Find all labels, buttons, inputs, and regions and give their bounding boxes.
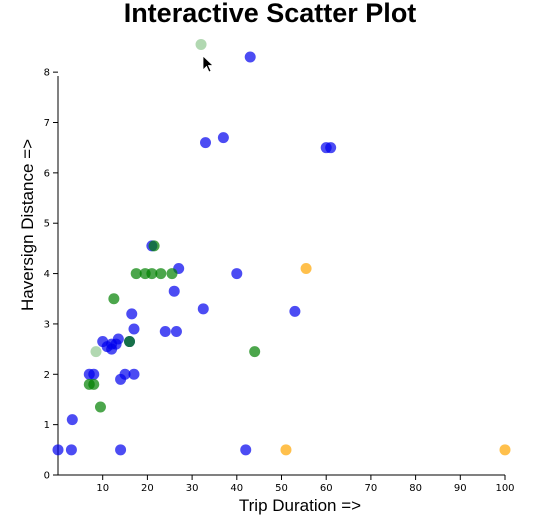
x-tick-label: 30 [186, 483, 199, 494]
data-point[interactable] [249, 346, 261, 358]
data-point[interactable] [231, 268, 243, 280]
y-tick-label: 7 [44, 118, 50, 129]
data-point[interactable] [289, 305, 301, 317]
data-point[interactable] [146, 268, 158, 280]
data-point[interactable] [124, 336, 136, 348]
x-axis-label: Trip Duration => [239, 496, 361, 515]
y-tick-label: 3 [44, 319, 50, 330]
data-point[interactable] [300, 263, 312, 275]
mouse-cursor-icon [202, 55, 215, 73]
data-point[interactable] [148, 240, 160, 252]
data-point[interactable] [166, 268, 178, 280]
x-tick-label: 100 [495, 483, 514, 494]
data-point[interactable] [88, 378, 100, 390]
data-point[interactable] [108, 293, 120, 305]
x-tick-label: 60 [320, 483, 333, 494]
data-point[interactable] [90, 346, 102, 358]
y-tick-label: 0 [44, 471, 50, 482]
data-point[interactable] [126, 308, 138, 320]
data-point[interactable] [128, 368, 140, 380]
data-point[interactable] [94, 401, 106, 413]
data-point[interactable] [65, 444, 77, 456]
data-point[interactable] [244, 51, 256, 63]
data-point[interactable] [197, 303, 209, 315]
data-point[interactable] [195, 38, 207, 50]
data-point[interactable] [130, 268, 142, 280]
data-point[interactable] [52, 444, 64, 456]
x-tick-label: 50 [275, 483, 288, 494]
data-point[interactable] [168, 285, 180, 297]
data-point[interactable] [240, 444, 252, 456]
data-point[interactable] [88, 368, 100, 380]
y-tick-label: 5 [44, 219, 50, 230]
x-tick-label: 70 [365, 483, 378, 494]
data-point[interactable] [170, 325, 182, 337]
data-point[interactable] [499, 444, 511, 456]
data-point[interactable] [280, 444, 292, 456]
data-point[interactable] [200, 137, 212, 149]
data-point[interactable] [112, 333, 124, 345]
y-axis-label: Haversign Distance => [18, 139, 37, 311]
y-tick-label: 4 [44, 269, 50, 280]
x-tick-label: 90 [454, 483, 467, 494]
chart-title: Interactive Scatter Plot [124, 0, 417, 28]
y-tick-label: 1 [44, 420, 50, 431]
y-tick-label: 6 [44, 168, 50, 179]
data-point[interactable] [66, 414, 78, 426]
data-point[interactable] [325, 142, 337, 154]
data-point[interactable] [159, 325, 171, 337]
y-tick-label: 8 [44, 68, 50, 79]
data-point[interactable] [115, 444, 127, 456]
x-tick-label: 40 [230, 483, 243, 494]
x-tick-label: 10 [96, 483, 109, 494]
y-tick-label: 2 [44, 370, 50, 381]
x-tick-label: 80 [409, 483, 422, 494]
data-point[interactable] [128, 323, 140, 335]
data-point[interactable] [155, 268, 167, 280]
data-point[interactable] [119, 368, 131, 380]
plot-area: 0 1 2 3 4 5 6 7 8 10 20 30 40 50 60 70 80 90 100 [44, 38, 515, 494]
x-tick-label: 20 [141, 483, 154, 494]
data-point[interactable] [217, 132, 229, 144]
